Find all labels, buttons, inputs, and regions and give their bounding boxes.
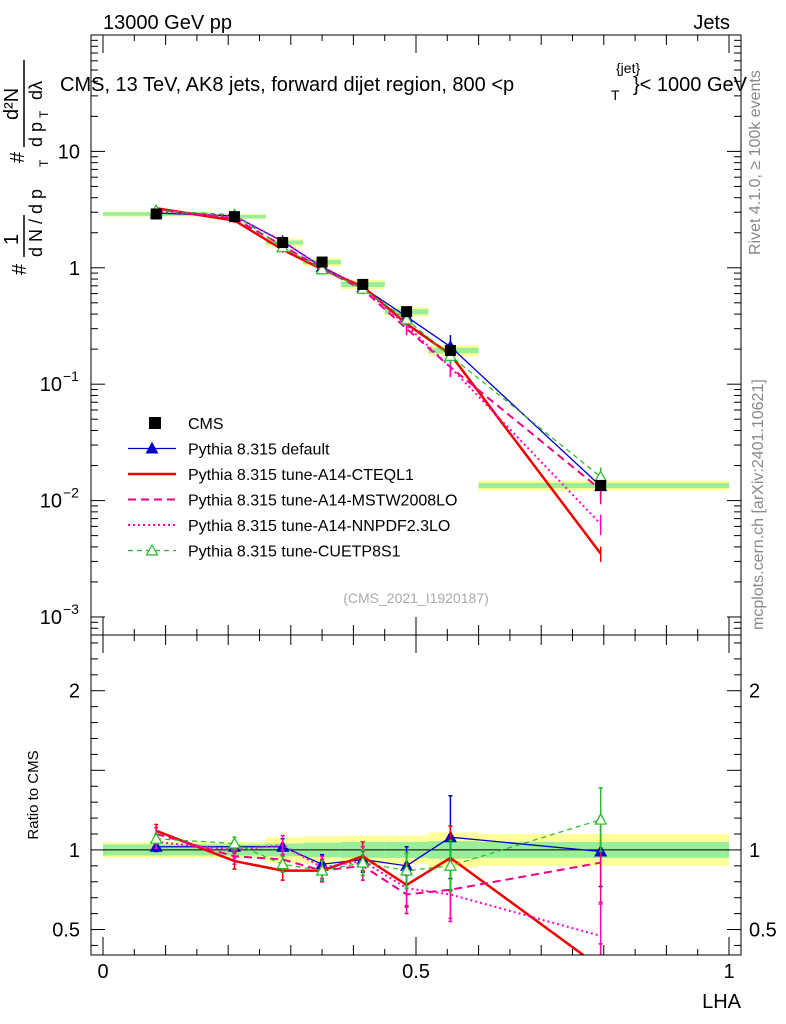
legend-marker-cuetp8s1 [145,543,159,556]
cms-data-point [228,211,240,223]
ratio-marker-cuetp8s1 [443,859,457,871]
main-marker-cuetp8s1 [315,262,329,275]
main-y-tick-label: 10 [40,607,62,629]
chart-title-text: CMS, 13 TeV, AK8 jets, forward dijet reg… [60,74,514,96]
main-line-cuetp8s1 [156,209,602,478]
main-marker-cuetp8s1 [400,312,414,325]
ratio-line-cteql1 [155,829,586,955]
chart-title-end: }< 1000 GeV [633,74,748,96]
x-tick-label: 0 [97,961,108,983]
main-marker-cuetp8s1 [594,470,608,482]
main-y-tick-label: 10 [40,491,62,513]
chart-title: CMS, 13 TeV, AK8 jets, forward dijet reg… [60,60,748,103]
cms-data-point [595,479,607,491]
legend-entry-cteql1: Pythia 8.315 tune-A14-CTEQL1 [128,467,414,484]
ylabel-one: 1 [1,234,23,245]
legend-marker-default [145,441,159,454]
ratio-y-tick-label-right: 0.5 [749,920,777,942]
ratio-marker-cuetp8s1 [594,812,608,825]
ratio-y-tick-label-left: 1 [69,840,80,862]
legend-entry-default: Pythia 8.315 default [128,442,330,459]
legend: CMS Pythia 8.315 default Pythia 8.315 tune… [128,416,457,561]
legend-entry-cuetp8s1: Pythia 8.315 tune-CUETP8S1 [128,544,401,561]
legend-label-mstw: Pythia 8.315 tune-A14-MSTW2008LO [188,493,457,510]
cms-data-point [444,344,456,356]
ratio-marker-cuetp8s1 [276,857,290,870]
ratio-y-tick-label-left: 0.5 [52,920,80,942]
header-process: Jets [693,12,730,34]
legend-label-cteql1: Pythia 8.315 tune-A14-CTEQL1 [188,467,414,484]
analysis-watermark: (CMS_2021_I1920187) [343,590,489,606]
main-panel-series [149,203,608,562]
main-y-tick-label: 10 [58,141,80,163]
ylabel-hash-2: # [7,151,29,163]
chart-title-sub: T [611,87,620,103]
cms-data-point [357,278,369,290]
ratio-marker-cuetp8s1 [315,863,329,876]
legend-entry-mstw: Pythia 8.315 tune-A14-MSTW2008LO [128,493,457,510]
ratio-line-nnpdf [156,840,601,937]
chart-title-sup: {jet} [616,60,640,76]
ylabel-T1: T [37,159,51,167]
ratio-marker-cuetp8s1 [400,863,414,876]
ratio-marker-cuetp8s1 [149,832,163,844]
legend-label-default: Pythia 8.315 default [188,442,330,459]
main-line-mstw [156,207,602,491]
ylabel-hash-1: # [9,263,31,275]
ratio-y-tick-label-right: 1 [749,840,760,862]
ratio-line-default [156,836,601,867]
rivet-version-label: Rivet 4.1.0, ≥ 100k events [747,70,764,255]
x-tick-label: 1 [723,961,734,983]
ratio-y-axis-label: Ratio to CMS [25,750,42,839]
legend-swatch-cms [149,417,161,429]
mcplots-label: mcplots.cern.ch [arXiv:2401.10621] [750,379,767,630]
main-y-tick-label: 1 [69,258,80,280]
ylabel-numerator: d²N [1,88,23,120]
main-y-tick-exponent: −1 [63,368,79,384]
x-tick-label: 0.5 [402,961,430,983]
ratio-y-tick-label-left: 2 [69,681,80,703]
ratio-panel-series [149,787,608,955]
legend-label-cuetp8s1: Pythia 8.315 tune-CUETP8S1 [188,544,401,561]
main-y-tick-exponent: −3 [63,601,79,617]
cms-data-point [277,236,289,248]
ylabel-T2: T [37,110,51,118]
legend-entry-cms: CMS [149,416,224,433]
ratio-line-cuetp8s1 [156,819,601,872]
cms-data-point [316,256,328,268]
main-y-tick-exponent: −2 [63,485,79,501]
main-y-axis-label: # 1 d N / d p T # d²N d p T dλ [1,60,51,275]
legend-label-cms: CMS [188,416,224,433]
ratio-frame [90,634,742,956]
header-collision: 13000 GeV pp [103,12,232,34]
ratio-line-mstw [155,833,601,896]
legend-label-nnpdf: Pythia 8.315 tune-A14-NNPDF2.3LO [188,518,450,535]
main-y-tick-label: 10 [40,374,62,396]
ratio-y-tick-label-right: 2 [749,681,760,703]
legend-entry-nnpdf: Pythia 8.315 tune-A14-NNPDF2.3LO [128,518,450,535]
cms-data-point [401,306,413,318]
ylabel-dpt: d p [26,122,46,147]
x-axis-label: LHA [702,991,742,1013]
ratio-marker-cuetp8s1 [356,855,370,868]
ylabel-dn-dpt: d N / d p [26,189,46,257]
cms-data-point [150,208,162,220]
ratio-marker-cuetp8s1 [227,836,241,849]
chart-title-main: CMS, 13 TeV, AK8 jets, forward dijet reg… [60,74,514,96]
ylabel-dlambda: dλ [26,81,46,100]
